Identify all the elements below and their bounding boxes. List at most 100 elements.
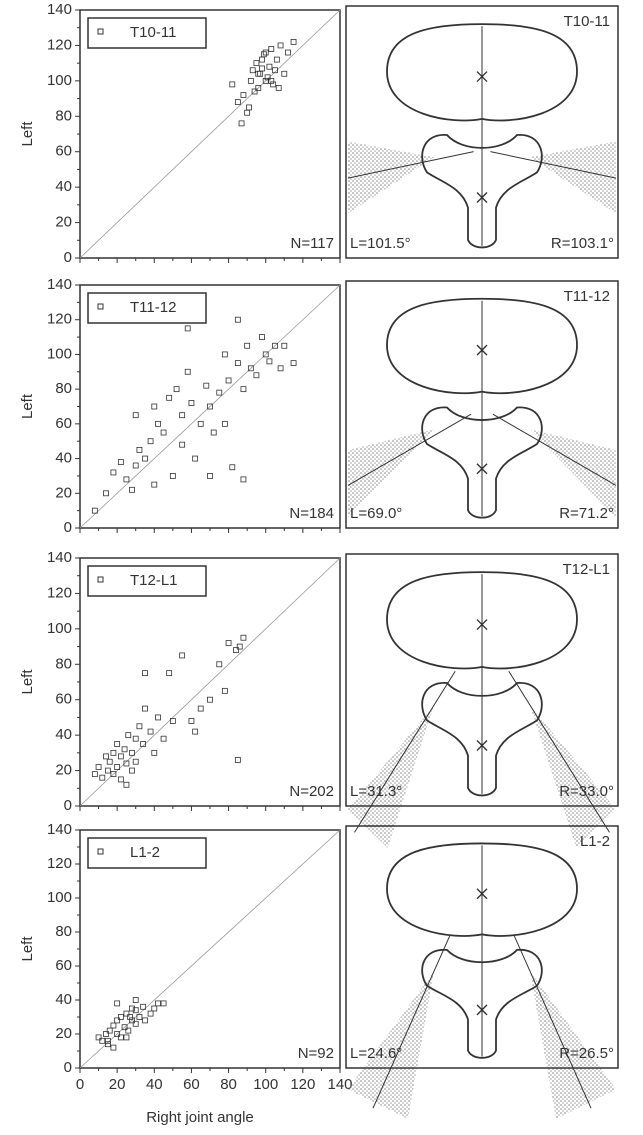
x-tick-label: 80 xyxy=(220,1076,237,1093)
point xyxy=(247,77,254,84)
y-tick-label: 20 xyxy=(55,484,72,501)
point xyxy=(140,741,147,747)
point xyxy=(132,997,139,1003)
facet-axis xyxy=(372,934,451,1109)
point xyxy=(151,1005,158,1012)
point xyxy=(257,70,264,77)
diagram-frame xyxy=(345,5,619,259)
point xyxy=(136,446,143,453)
point xyxy=(104,1041,111,1048)
x-tick-label: 20 xyxy=(109,1076,126,1093)
facet-axis xyxy=(347,151,474,179)
point xyxy=(259,334,265,340)
legend-marker xyxy=(97,28,104,35)
point xyxy=(290,360,297,367)
point xyxy=(160,735,167,742)
facet-range xyxy=(530,141,616,214)
legend-box xyxy=(87,17,207,49)
legend-marker xyxy=(97,848,104,855)
point xyxy=(173,386,180,393)
point xyxy=(268,77,275,84)
point xyxy=(106,1027,113,1034)
point xyxy=(114,1031,121,1037)
x-tick-label: 120 xyxy=(290,1076,315,1093)
point xyxy=(129,1017,135,1024)
point xyxy=(132,1007,139,1014)
point xyxy=(281,70,288,77)
facet-axis xyxy=(508,671,610,833)
point xyxy=(197,420,204,427)
point xyxy=(136,723,143,730)
point xyxy=(233,647,239,654)
point xyxy=(184,368,191,375)
y-tick-label: 40 xyxy=(55,450,72,467)
facet-range xyxy=(348,141,434,214)
point xyxy=(240,386,247,393)
y-tick-label: 100 xyxy=(47,620,72,637)
point xyxy=(272,67,278,74)
level-label: T10-11 xyxy=(564,13,610,30)
point xyxy=(260,51,267,58)
point xyxy=(221,687,228,694)
point xyxy=(246,104,252,111)
legend-box xyxy=(87,565,207,597)
point xyxy=(259,56,265,63)
point xyxy=(229,464,236,471)
point xyxy=(188,718,195,724)
identity-line xyxy=(79,557,341,807)
vertebra xyxy=(348,842,616,1119)
point xyxy=(244,342,251,349)
neural-arch xyxy=(421,682,543,797)
y-tick-label: 0 xyxy=(64,249,72,266)
n-label: N=184 xyxy=(289,505,334,522)
point xyxy=(225,377,232,384)
point xyxy=(255,70,262,77)
y-tick-label: 20 xyxy=(55,762,72,779)
point xyxy=(221,420,228,427)
point xyxy=(160,429,167,436)
point xyxy=(151,481,158,488)
facet-axis xyxy=(490,151,617,179)
point xyxy=(270,81,277,88)
point xyxy=(110,469,117,476)
identity-line xyxy=(79,829,341,1069)
facet-axis xyxy=(354,671,456,833)
center-mark xyxy=(476,740,488,752)
point xyxy=(268,46,275,52)
x-tick-label: 140 xyxy=(327,1076,352,1093)
point xyxy=(290,38,297,45)
legend-label: T10-11 xyxy=(130,24,176,41)
y-tick-label: 100 xyxy=(47,345,72,362)
point xyxy=(117,459,124,465)
point xyxy=(151,403,158,410)
point xyxy=(123,1034,130,1041)
point xyxy=(216,661,223,668)
point xyxy=(121,746,128,753)
point xyxy=(147,728,154,735)
legend-box xyxy=(87,837,207,869)
vertebra xyxy=(348,571,616,848)
right-angle: R=26.5° xyxy=(559,1045,614,1062)
point xyxy=(129,767,135,774)
point xyxy=(132,412,139,419)
point xyxy=(166,670,173,677)
point xyxy=(234,99,241,106)
point xyxy=(238,120,245,127)
right-angle: R=103.1° xyxy=(551,235,614,252)
n-label: N=92 xyxy=(298,1045,334,1062)
point xyxy=(106,758,113,765)
point xyxy=(114,1000,121,1007)
center-mark xyxy=(476,463,488,475)
x-tick-label: 0 xyxy=(76,1076,84,1093)
legend-marker xyxy=(97,576,104,583)
point xyxy=(114,741,121,747)
facet-range xyxy=(530,971,616,1119)
level-label: T12-L1 xyxy=(562,561,610,578)
center-mark xyxy=(476,1004,488,1016)
point xyxy=(155,1000,161,1007)
x-tick-label: 40 xyxy=(146,1076,163,1093)
y-tick-label: 60 xyxy=(55,143,72,160)
left-angle: L=24.6° xyxy=(350,1045,402,1062)
point xyxy=(95,764,102,770)
